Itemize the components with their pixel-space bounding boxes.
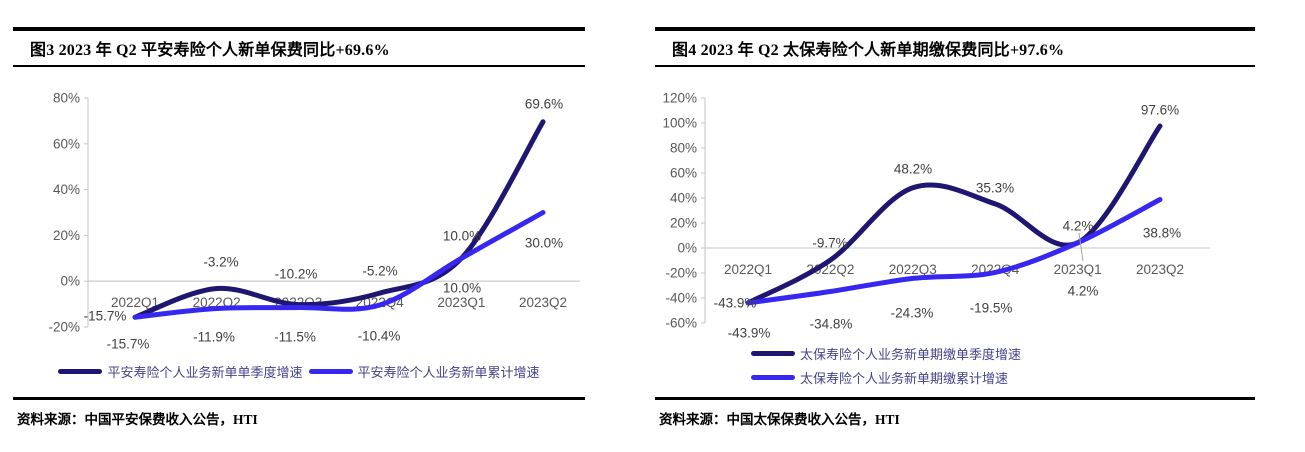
svg-text:40%: 40%	[53, 182, 80, 197]
svg-text:100%: 100%	[662, 116, 697, 131]
svg-text:-43.9%: -43.9%	[714, 296, 757, 311]
svg-text:69.6%: 69.6%	[525, 97, 563, 112]
svg-text:-15.7%: -15.7%	[84, 309, 127, 324]
svg-text:97.6%: 97.6%	[1141, 103, 1179, 118]
svg-text:80%: 80%	[53, 91, 80, 106]
svg-text:-19.5%: -19.5%	[970, 301, 1013, 316]
figure-taibao: 图4 2023 年 Q2 太保寿险个人新单期缴保费同比+97.6% 120% 10…	[655, 0, 1255, 452]
legend-label: 平安寿险个人业务新单单季度增速	[107, 365, 303, 380]
svg-text:2023Q2: 2023Q2	[1136, 262, 1184, 277]
svg-text:-10.4%: -10.4%	[358, 329, 401, 344]
figure-title: 图4 2023 年 Q2 太保寿险个人新单期缴保费同比+97.6%	[672, 42, 1065, 59]
svg-text:-60%: -60%	[665, 316, 697, 331]
svg-text:-11.9%: -11.9%	[193, 330, 235, 345]
chart-legend: 太保寿险个人业务新单期缴单季度增速 太保寿险个人业务新单期缴累计增速	[655, 344, 1255, 387]
legend-line-swatch	[308, 369, 353, 374]
svg-text:-3.2%: -3.2%	[203, 255, 238, 270]
svg-text:60%: 60%	[53, 136, 80, 151]
legend-label: 太保寿险个人业务新单期缴单季度增速	[800, 347, 1022, 362]
legend-item-quarterly: 太保寿险个人业务新单期缴单季度增速	[751, 344, 1021, 363]
svg-text:-40%: -40%	[665, 291, 697, 306]
legend-line-swatch	[58, 369, 103, 374]
svg-text:38.8%: 38.8%	[1143, 226, 1181, 241]
svg-text:35.3%: 35.3%	[976, 181, 1014, 196]
svg-text:30.0%: 30.0%	[525, 236, 563, 251]
svg-text:-34.8%: -34.8%	[810, 317, 853, 332]
svg-text:60%: 60%	[670, 166, 697, 181]
chart-legend: 平安寿险个人业务新单单季度增速 平安寿险个人业务新单累计增速	[13, 362, 585, 381]
source-text: 资料来源：中国平安保费收入公告，HTI	[17, 412, 258, 427]
svg-text:-10.2%: -10.2%	[275, 267, 318, 282]
svg-text:20%: 20%	[670, 216, 697, 231]
svg-text:0%: 0%	[677, 241, 697, 256]
svg-text:4.2%: 4.2%	[1063, 219, 1094, 234]
figure-title-bar: 图4 2023 年 Q2 太保寿险个人新单期缴保费同比+97.6%	[655, 27, 1255, 67]
svg-text:80%: 80%	[670, 141, 697, 156]
svg-text:2023Q2: 2023Q2	[519, 295, 567, 310]
svg-text:-9.7%: -9.7%	[812, 236, 847, 251]
svg-text:20%: 20%	[53, 228, 80, 243]
line-chart: 120% 100% 80% 60% 40% 20% 0% -20% -40% -60% 2022Q1…	[662, 91, 1210, 341]
svg-text:2023Q1: 2023Q1	[437, 295, 485, 310]
source-bar: 资料来源：中国太保保费收入公告，HTI	[655, 397, 1255, 429]
svg-text:-11.5%: -11.5%	[274, 330, 316, 345]
svg-text:-20%: -20%	[665, 266, 697, 281]
svg-text:-43.9%: -43.9%	[728, 326, 771, 341]
legend-item-quarterly: 平安寿险个人业务新单单季度增速	[58, 362, 303, 381]
source-text: 资料来源：中国太保保费收入公告，HTI	[659, 412, 900, 427]
svg-text:2022Q1: 2022Q1	[111, 295, 159, 310]
svg-text:2023Q1: 2023Q1	[1054, 262, 1102, 277]
svg-text:-5.2%: -5.2%	[362, 264, 397, 279]
svg-text:2022Q1: 2022Q1	[724, 262, 772, 277]
legend-line-swatch	[751, 351, 795, 356]
svg-text:0%: 0%	[60, 274, 80, 289]
legend-label: 平安寿险个人业务新单累计增速	[357, 365, 540, 380]
svg-text:48.2%: 48.2%	[894, 162, 932, 177]
source-bar: 资料来源：中国平安保费收入公告，HTI	[13, 397, 585, 429]
svg-text:2022Q3: 2022Q3	[889, 262, 937, 277]
legend-label: 太保寿险个人业务新单期缴累计增速	[800, 371, 1009, 386]
svg-text:-20%: -20%	[48, 320, 80, 335]
svg-text:10.0%: 10.0%	[443, 281, 481, 296]
svg-text:40%: 40%	[670, 191, 697, 206]
legend-item-cumulative: 平安寿险个人业务新单累计增速	[308, 362, 540, 381]
svg-text:-15.7%: -15.7%	[107, 337, 150, 352]
line-chart: 80%60%40%20%0%-20%2022Q1 2022Q2 2022Q3 2022…	[48, 91, 580, 352]
legend-line-swatch	[751, 375, 795, 380]
svg-text:10.0%: 10.0%	[443, 229, 481, 244]
svg-text:-24.3%: -24.3%	[891, 306, 934, 321]
figure-pingan: 图3 2023 年 Q2 平安寿险个人新单保费同比+69.6% 80% 60% 40…	[13, 0, 585, 452]
svg-text:120%: 120%	[662, 91, 697, 106]
figure-title-bar: 图3 2023 年 Q2 平安寿险个人新单保费同比+69.6%	[13, 27, 585, 67]
figure-title: 图3 2023 年 Q2 平安寿险个人新单保费同比+69.6%	[30, 42, 390, 59]
legend-item-cumulative: 太保寿险个人业务新单期缴累计增速	[751, 368, 1008, 387]
svg-text:4.2%: 4.2%	[1068, 284, 1099, 299]
